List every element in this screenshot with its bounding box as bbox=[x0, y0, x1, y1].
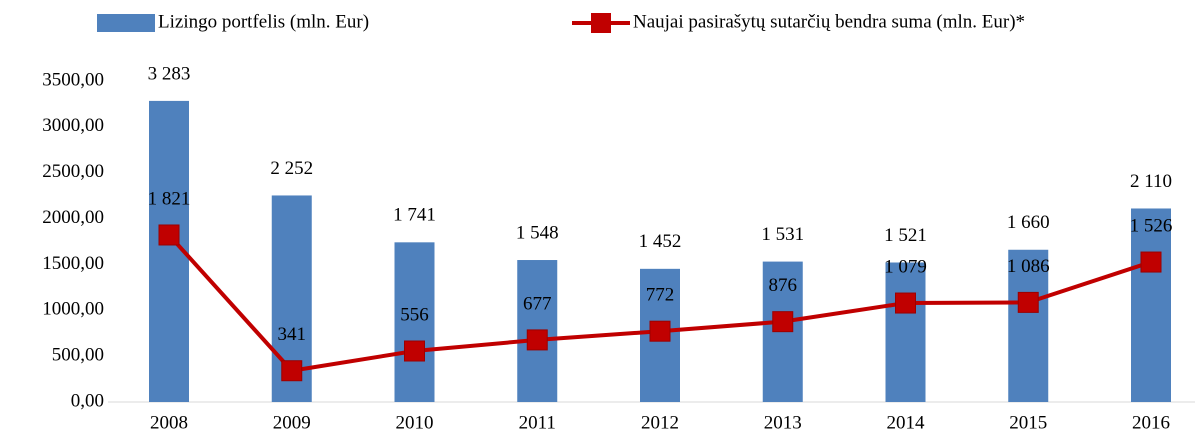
x-tick-label: 2015 bbox=[1009, 412, 1047, 433]
bar bbox=[885, 262, 926, 402]
x-tick-label: 2014 bbox=[887, 412, 926, 433]
data-label: 772 bbox=[646, 285, 675, 306]
y-tick-label: 500,00 bbox=[52, 345, 104, 366]
data-label: 1 660 bbox=[1007, 212, 1050, 233]
marker bbox=[1017, 291, 1039, 313]
legend-swatch bbox=[97, 14, 155, 32]
data-label: 556 bbox=[400, 304, 429, 325]
marker bbox=[649, 320, 671, 342]
data-label: 3 283 bbox=[148, 63, 191, 84]
data-label: 1 821 bbox=[148, 188, 191, 209]
y-tick-label: 3500,00 bbox=[42, 69, 104, 90]
data-label: 1 521 bbox=[884, 225, 927, 246]
data-label: 341 bbox=[278, 324, 307, 345]
x-tick-label: 2008 bbox=[150, 412, 188, 433]
x-tick-label: 2010 bbox=[396, 412, 434, 433]
x-tick-label: 2011 bbox=[519, 412, 556, 433]
bar bbox=[1008, 249, 1049, 402]
data-label: 1 548 bbox=[516, 222, 559, 243]
legend-label: Naujai pasirašytų sutarčių bendra suma (… bbox=[633, 11, 1025, 32]
legend-marker bbox=[591, 13, 611, 33]
x-tick-label: 2013 bbox=[764, 412, 802, 433]
data-label: 1 531 bbox=[761, 224, 804, 245]
y-tick-label: 1500,00 bbox=[42, 253, 104, 274]
data-label: 1 526 bbox=[1130, 215, 1173, 236]
y-tick-label: 2500,00 bbox=[42, 161, 104, 182]
y-tick-label: 0,00 bbox=[71, 390, 104, 411]
bar bbox=[1131, 208, 1171, 402]
data-label: 677 bbox=[523, 293, 552, 314]
y-tick-label: 3000,00 bbox=[42, 115, 104, 136]
bar bbox=[394, 242, 435, 402]
data-label: 1 741 bbox=[393, 205, 436, 226]
x-tick-label: 2012 bbox=[641, 412, 679, 433]
marker bbox=[404, 340, 425, 362]
data-label: 2 110 bbox=[1130, 171, 1172, 192]
marker bbox=[1140, 251, 1162, 273]
marker bbox=[158, 224, 180, 246]
data-label: 876 bbox=[769, 275, 798, 296]
marker bbox=[895, 292, 916, 314]
y-tick-label: 1000,00 bbox=[42, 299, 104, 320]
marker bbox=[526, 329, 548, 351]
x-tick-label: 2016 bbox=[1132, 412, 1170, 433]
marker bbox=[772, 311, 794, 333]
data-label: 1 079 bbox=[884, 256, 927, 277]
data-label: 1 086 bbox=[1007, 256, 1050, 277]
marker bbox=[281, 360, 303, 382]
legend-label: Lizingo portfelis (mln. Eur) bbox=[158, 11, 369, 32]
data-label: 2 252 bbox=[270, 158, 313, 179]
x-tick-label: 2009 bbox=[273, 412, 311, 433]
y-tick-label: 2000,00 bbox=[42, 207, 104, 228]
data-label: 1 452 bbox=[639, 231, 682, 252]
